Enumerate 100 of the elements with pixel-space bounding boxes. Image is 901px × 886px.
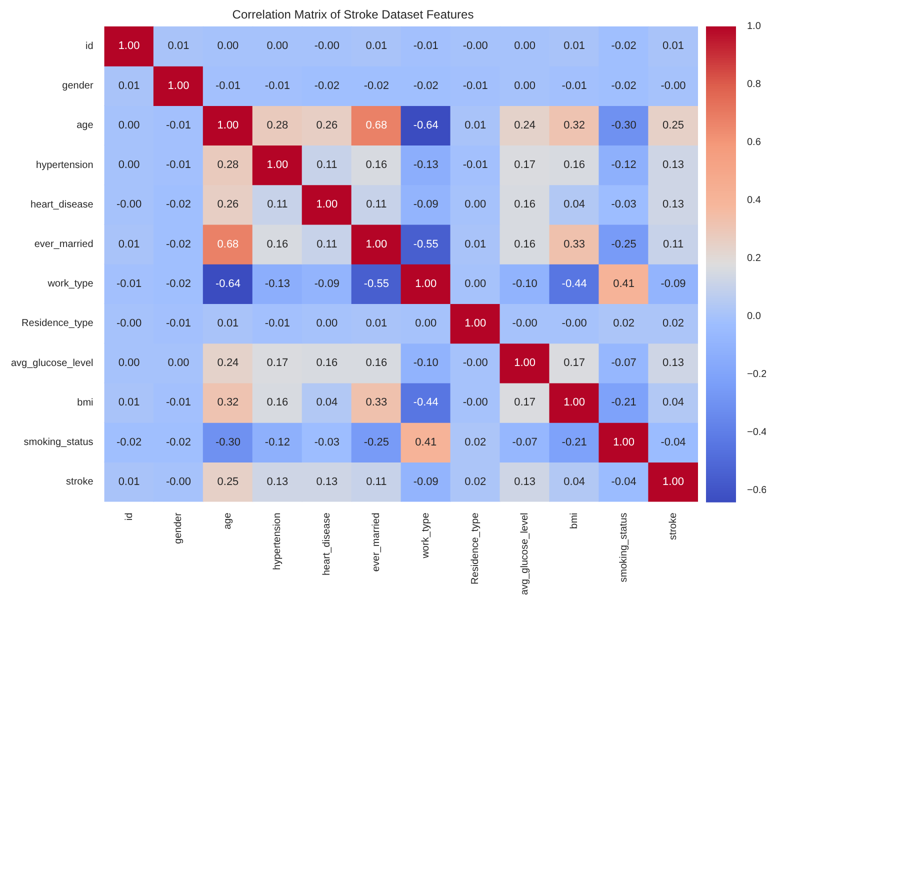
data-label: -0.00 (166, 476, 192, 488)
data-label: 0.11 (662, 238, 684, 250)
data-label: 0.00 (316, 318, 338, 330)
data-label: -0.02 (413, 80, 438, 92)
data-label: 0.28 (217, 159, 239, 172)
data-label: -0.25 (611, 238, 636, 250)
data-label: -0.02 (166, 436, 192, 448)
y-tick-label: gender (62, 80, 94, 92)
data-label: 0.26 (316, 119, 338, 132)
data-label: -0.09 (660, 278, 686, 290)
x-tick-label: heart_disease (322, 512, 333, 576)
data-label: 0.04 (316, 396, 338, 409)
data-label: -0.01 (166, 396, 192, 409)
data-label: 0.16 (266, 396, 288, 409)
data-label: 0.02 (613, 318, 634, 330)
color-bar-label: 0.0 (747, 310, 762, 322)
data-label: -0.21 (562, 436, 587, 448)
data-label: -0.55 (413, 238, 438, 250)
data-label: 1.00 (514, 357, 536, 370)
data-label: 0.13 (662, 198, 684, 211)
data-label: 1.00 (168, 80, 190, 92)
data-label: -0.01 (462, 159, 488, 172)
data-label: 1.00 (316, 198, 338, 211)
data-label: 0.01 (366, 40, 388, 52)
data-label: 0.00 (464, 198, 486, 211)
data-label: -0.12 (611, 159, 636, 172)
data-label: -0.44 (413, 396, 438, 409)
data-label: -0.07 (512, 436, 538, 448)
color-bar-label: −0.6 (747, 484, 768, 496)
data-label: -0.01 (215, 80, 241, 92)
color-bar-label: 0.6 (747, 137, 762, 148)
data-label: 0.16 (366, 159, 388, 172)
data-label: -0.00 (462, 396, 488, 409)
data-label: 0.01 (168, 40, 190, 52)
data-label: 0.16 (266, 238, 288, 250)
data-label: -0.02 (364, 80, 389, 92)
data-label: -0.01 (562, 80, 587, 92)
data-label: -0.01 (462, 80, 488, 92)
data-label: 0.01 (118, 80, 140, 92)
x-tick-label: Residence_type (470, 512, 482, 584)
data-label: 0.00 (118, 159, 140, 172)
data-label: 0.01 (217, 318, 239, 330)
data-label: 1.00 (415, 278, 437, 290)
color-bar-label: 0.4 (747, 195, 762, 206)
data-label: -0.44 (562, 278, 587, 290)
data-label: 0.00 (217, 40, 239, 52)
data-label: -0.30 (215, 436, 241, 448)
data-label: -0.00 (462, 357, 488, 370)
y-tick-label: heart_disease (30, 199, 94, 210)
data-label: -0.04 (660, 436, 686, 448)
data-label: -0.02 (116, 436, 142, 448)
data-label: 0.11 (366, 476, 387, 488)
data-label: -0.02 (166, 198, 192, 211)
data-label: 0.01 (118, 396, 140, 409)
data-label: -0.00 (116, 318, 142, 330)
data-label: -0.01 (166, 318, 192, 330)
data-label: 0.32 (217, 396, 239, 409)
data-label: 0.13 (316, 476, 338, 488)
y-tick-label: avg_glucose_level (11, 358, 94, 369)
data-label: -0.02 (611, 80, 636, 92)
data-label: 0.13 (662, 357, 684, 370)
data-label: 0.02 (464, 436, 486, 448)
data-label: 0.16 (316, 357, 338, 370)
color-bar-label: 1.0 (747, 21, 762, 32)
data-label: -0.02 (314, 80, 340, 92)
data-label: -0.00 (512, 318, 538, 330)
data-label: 0.13 (266, 476, 288, 488)
x-tick-label: avg_glucose_level (520, 512, 531, 595)
data-label: 0.04 (564, 476, 586, 488)
data-label: -0.55 (364, 278, 389, 290)
x-tick-label: stroke (668, 512, 680, 540)
data-label: -0.00 (462, 40, 488, 52)
x-tick-label: ever_married (371, 512, 382, 572)
data-label: -0.01 (166, 159, 192, 172)
data-label: 1.00 (464, 318, 486, 330)
data-label: 0.16 (514, 198, 536, 211)
color-bar-label: 0.8 (747, 79, 762, 90)
data-label: 0.11 (316, 238, 338, 250)
color-bar-label: 0.2 (747, 253, 762, 264)
data-label: 0.17 (514, 396, 536, 409)
data-label: 0.25 (217, 476, 239, 488)
y-tick-label: ever_married (34, 239, 94, 250)
data-label: 0.00 (464, 278, 486, 290)
x-tick-label: age (222, 512, 234, 530)
data-label: -0.10 (512, 278, 538, 290)
data-label: -0.64 (215, 278, 241, 290)
color-bar-label: −0.2 (747, 368, 768, 380)
data-label: 0.17 (564, 357, 586, 370)
data-label: 0.32 (564, 119, 586, 132)
data-label: 0.04 (662, 396, 684, 409)
data-label: 0.17 (266, 357, 288, 370)
data-label: -0.03 (611, 198, 636, 211)
x-tick-label: bmi (569, 512, 580, 529)
data-label: -0.01 (413, 40, 438, 52)
x-tick-label: gender (173, 512, 184, 544)
y-tick-label: Residence_type (22, 318, 94, 330)
data-label: 0.00 (168, 357, 190, 370)
x-tick-label: work_type (420, 512, 432, 560)
data-label: 0.13 (514, 476, 536, 488)
data-label: 0.25 (662, 119, 684, 132)
